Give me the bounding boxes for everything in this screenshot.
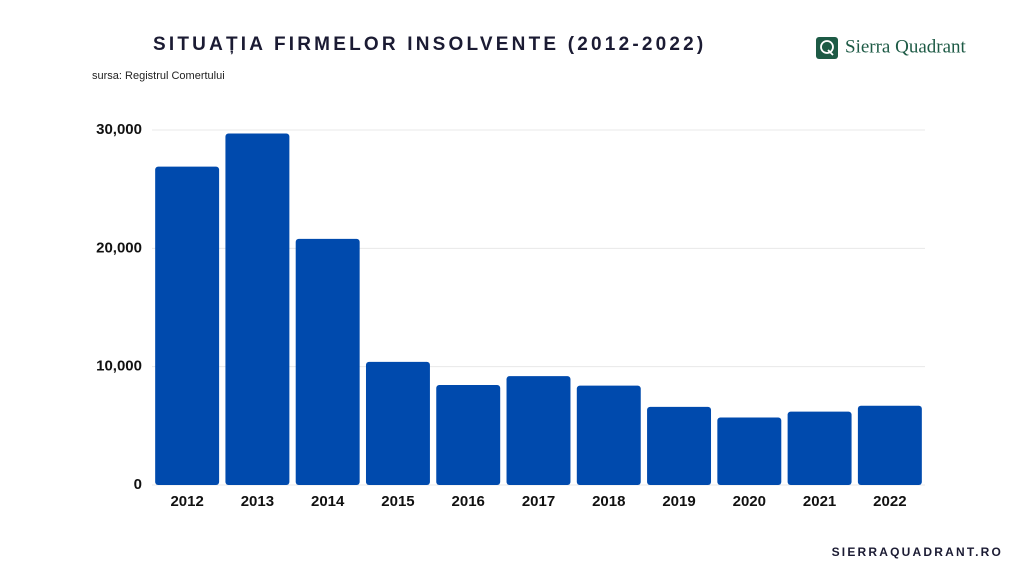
y-tick-label: 30,000 (96, 121, 142, 138)
x-tick-label: 2020 (733, 493, 766, 510)
bar (365, 361, 430, 485)
brand-name: Sierra Quadrant (845, 36, 967, 57)
website: SIERRAQUADRANT.RO (832, 545, 1003, 559)
chart-title: SITUAȚIA FIRMELOR INSOLVENTE (2012-2022) (153, 34, 706, 55)
bar (155, 166, 220, 485)
logo-icon-q (820, 40, 834, 54)
x-tick-label: 2015 (381, 493, 414, 510)
bar (436, 385, 501, 485)
x-tick-label: 2013 (241, 493, 274, 510)
x-tick-label: 2021 (803, 493, 836, 510)
bar (647, 406, 712, 485)
bar (857, 405, 922, 485)
y-tick-label: 10,000 (96, 358, 142, 375)
x-tick-label: 2017 (522, 493, 555, 510)
y-tick-label: 20,000 (96, 239, 142, 256)
x-tick-label: 2018 (592, 493, 625, 510)
source: sursa: Registrul Comertului (92, 70, 225, 82)
bar (225, 133, 290, 486)
y-tick-label: 0 (134, 476, 142, 493)
x-tick-label: 2014 (311, 493, 345, 510)
x-tick-label: 2019 (662, 493, 695, 510)
logo: Sierra Quadrant (816, 36, 967, 59)
bar (576, 385, 641, 485)
bar (717, 417, 782, 485)
bar (506, 376, 571, 485)
bar (295, 238, 360, 485)
bar (787, 411, 852, 485)
x-tick-label: 2022 (873, 493, 906, 510)
logo-icon-q-tail (827, 49, 834, 56)
x-tick-label: 2012 (170, 493, 203, 510)
x-tick-label: 2016 (452, 493, 485, 510)
